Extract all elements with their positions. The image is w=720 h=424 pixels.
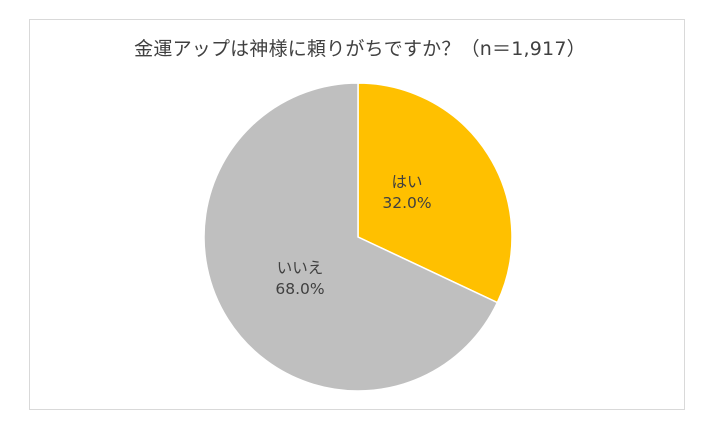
slice-label-yes-name: はい xyxy=(391,173,423,191)
chart-title: 金運アップは神様に頼りがちですか？（n＝1,917） xyxy=(134,38,586,60)
slice-label-no-value: 68.0% xyxy=(275,280,325,298)
slice-label-yes-value: 32.0% xyxy=(382,194,432,212)
pie-slice-yes xyxy=(357,82,513,304)
slice-label-yes: はい 32.0% xyxy=(357,172,457,214)
slice-label-no-name: いいえ xyxy=(276,259,324,277)
slice-label-no: いいえ 68.0% xyxy=(250,258,350,300)
pie-slice-no xyxy=(203,82,499,392)
